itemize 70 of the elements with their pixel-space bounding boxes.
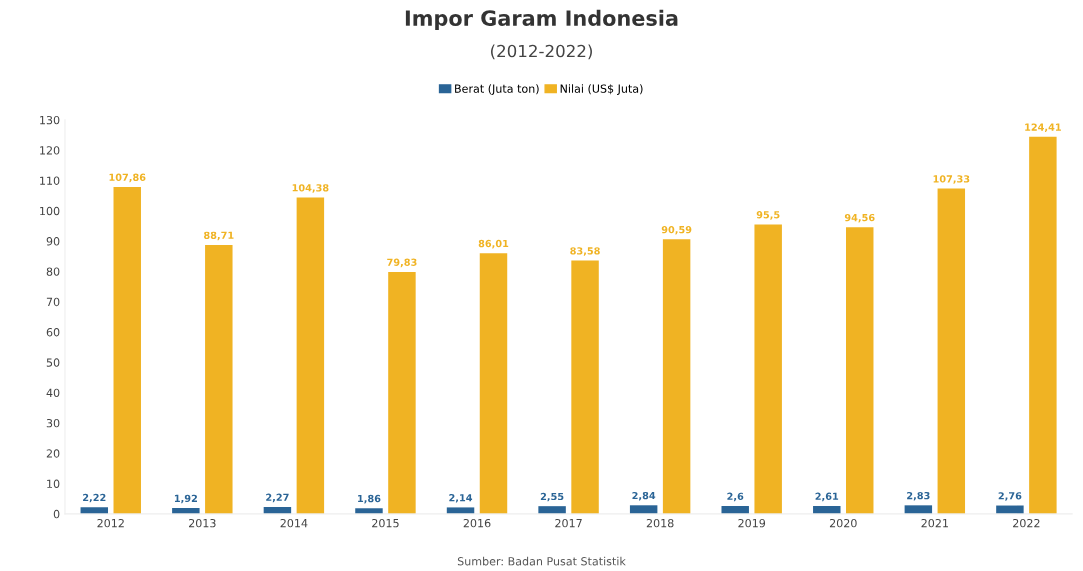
bar [721,506,749,514]
bar [571,260,599,514]
y-tick-label: 110 [40,176,60,185]
bar [904,505,933,514]
x-tick-label: 2012 [97,518,124,528]
bar [388,271,416,514]
bar [813,505,841,514]
x-tick-label: 2013 [189,518,216,528]
x-tick-label: 2018 [646,518,674,528]
bar [629,505,658,514]
y-tick-label: 80 [46,267,60,276]
data-label: 2,83 [907,491,930,501]
data-label: 2,14 [449,494,473,503]
y-tick-label: 70 [46,297,60,307]
text: Sumber: Badan Pusat Statistik [457,556,626,566]
y-tick-label: 20 [46,449,60,458]
data-label: 124,41 [1025,123,1061,133]
bar [113,187,141,514]
data-label: 95,5 [756,211,780,220]
data-label: 2,84 [632,491,656,501]
chart-subtitle: (2012-2022) [491,44,592,60]
data-label: 2,6 [727,492,744,502]
x-tick-label: 2021 [921,518,948,528]
bar [296,197,325,514]
bar [205,245,233,514]
legend-label: Nilai (US$ Juta) [560,84,643,95]
data-label: 107,86 [109,173,146,183]
y-tick-label: 130 [40,115,60,125]
x-tick-label: 2014 [280,518,308,528]
data-label: 88,71 [204,231,234,241]
bar [446,507,475,514]
data-label: 79,83 [387,258,417,268]
data-label: 104,38 [292,184,329,193]
data-label: 1,92 [174,494,197,504]
data-label: 2,55 [540,492,564,502]
x-tick-label: 2022 [1013,518,1040,528]
data-label: 2,22 [83,493,106,503]
bar [937,188,966,514]
legend-label: Berat (Juta ton) [455,84,539,95]
bar [479,253,508,514]
data-label: 2,76 [998,492,1022,501]
bar [662,239,691,514]
data-label: 90,59 [661,225,692,235]
y-tick-label: 90 [46,237,60,246]
x-tick-label: 2015 [372,518,399,528]
data-label: 86,01 [478,239,509,249]
x-tick-label: 2020 [829,518,857,528]
y-tick-label: 10 [47,479,60,488]
data-label: 107,33 [933,175,970,184]
y-tick-label: 100 [40,206,60,216]
y-tick-label: 120 [40,146,60,155]
y-tick-label: 40 [46,388,60,398]
data-label: 94,56 [844,213,875,223]
data-label: 83,58 [570,247,600,256]
x-tick-label: 2017 [555,518,582,528]
bar [1029,136,1057,514]
bar [538,506,566,514]
y-tick-label: 30 [46,418,60,428]
x-tick-label: 2019 [738,518,766,528]
chart-title: Impor Garam Indonesia [405,9,678,31]
y-tick-label: 0 [53,509,60,519]
data-label: 2,61 [815,492,839,502]
y-tick-label: 50 [46,358,60,367]
bar [754,224,782,514]
data-label: 2,27 [266,493,289,503]
x-tick-label: 2016 [463,518,491,528]
y-tick-label: 60 [46,328,60,337]
data-label: 1,86 [358,494,381,504]
bar [846,227,874,514]
bar [355,508,383,514]
